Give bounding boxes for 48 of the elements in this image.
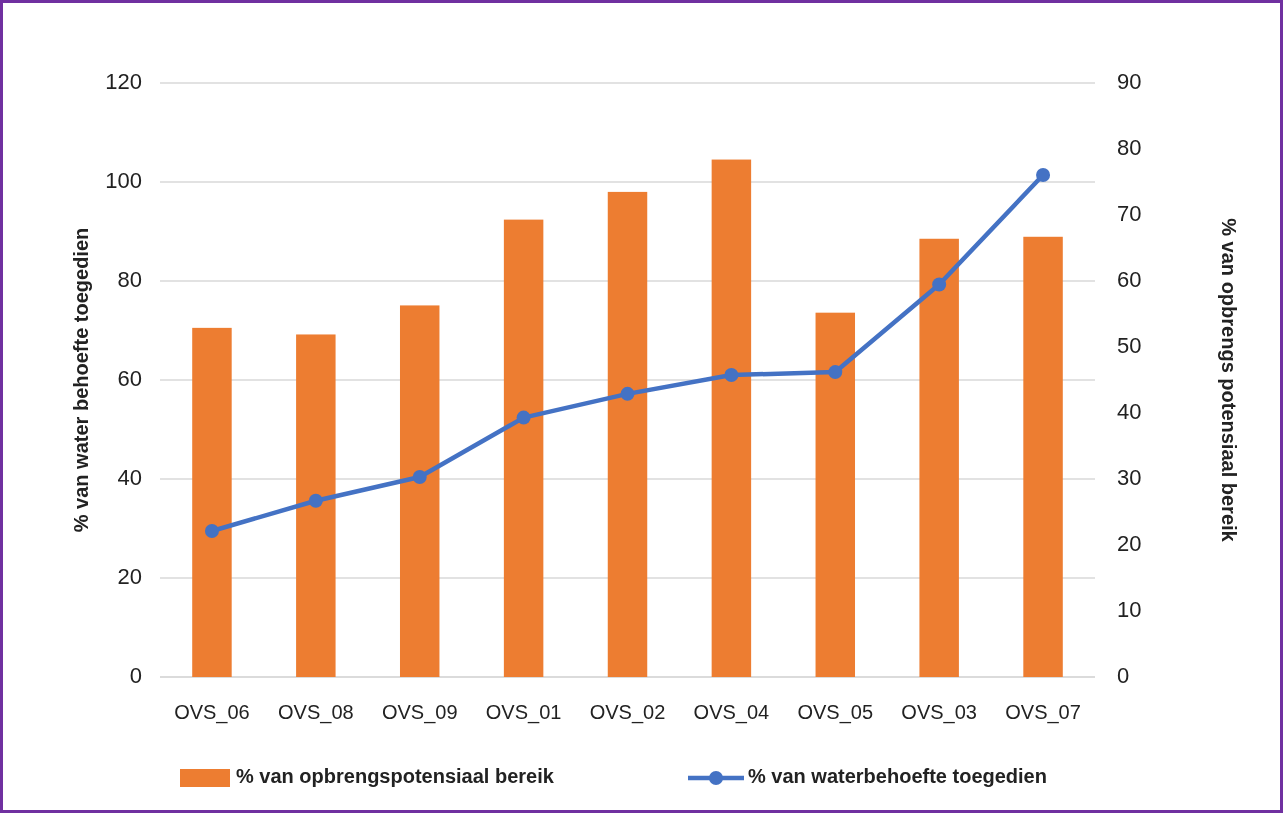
point xyxy=(932,277,947,292)
bar xyxy=(1023,236,1063,677)
x-tick-label: OVS_04 xyxy=(693,701,770,724)
y2-tick-label: 60 xyxy=(1117,266,1142,292)
bar xyxy=(815,312,856,677)
x-tick-label: OVS_07 xyxy=(1005,701,1081,724)
x-tick-label: OVS_05 xyxy=(797,701,874,724)
y-tick-label: 80 xyxy=(117,266,142,292)
y2-tick-label: 0 xyxy=(1117,662,1130,688)
y-tick-label: 60 xyxy=(117,365,142,391)
y2-tick-label: 10 xyxy=(1117,596,1142,622)
bar xyxy=(399,305,440,677)
y2-tick-label: 70 xyxy=(1117,200,1142,226)
y-tick-label: 0 xyxy=(129,662,142,688)
y2-axis-title: % van opbrengs potensiaal bereik xyxy=(1218,218,1240,543)
legend-label: % van waterbehoefte toegedien xyxy=(748,765,1047,788)
x-tick-label: OVS_06 xyxy=(174,701,250,724)
bar xyxy=(919,238,959,677)
y-tick-label: 40 xyxy=(117,464,142,490)
y2-tick-label: 20 xyxy=(1117,530,1142,556)
y2-tick-label: 30 xyxy=(1117,464,1142,490)
bar xyxy=(296,334,336,677)
bar xyxy=(192,327,232,677)
x-tick-label: OVS_03 xyxy=(901,701,977,724)
x-tick-label: OVS_02 xyxy=(589,701,666,724)
y2-tick-label: 40 xyxy=(1117,398,1142,424)
x-tick-label: OVS_08 xyxy=(278,701,354,724)
y-tick-label: 20 xyxy=(117,563,142,589)
y2-tick-label: 80 xyxy=(1117,134,1142,160)
bar xyxy=(503,219,544,677)
legend-label: % van opbrengspotensiaal bereik xyxy=(236,765,555,788)
x-tick-label: OVS_01 xyxy=(485,701,562,724)
point xyxy=(828,365,843,380)
point xyxy=(516,410,531,425)
y-tick-label: 120 xyxy=(105,68,142,94)
point xyxy=(620,386,635,401)
point xyxy=(1036,168,1051,183)
y-axis-title: % van water behoefte toegedien xyxy=(70,227,92,533)
bar xyxy=(607,191,648,677)
point xyxy=(308,493,323,508)
y2-tick-label: 50 xyxy=(1117,332,1142,358)
y-tick-label: 100 xyxy=(105,167,142,193)
point xyxy=(204,523,219,538)
y2-tick-label: 90 xyxy=(1117,68,1142,94)
point xyxy=(412,470,427,485)
x-tick-label: OVS_09 xyxy=(381,701,458,724)
bar xyxy=(711,159,752,677)
point xyxy=(724,368,739,383)
